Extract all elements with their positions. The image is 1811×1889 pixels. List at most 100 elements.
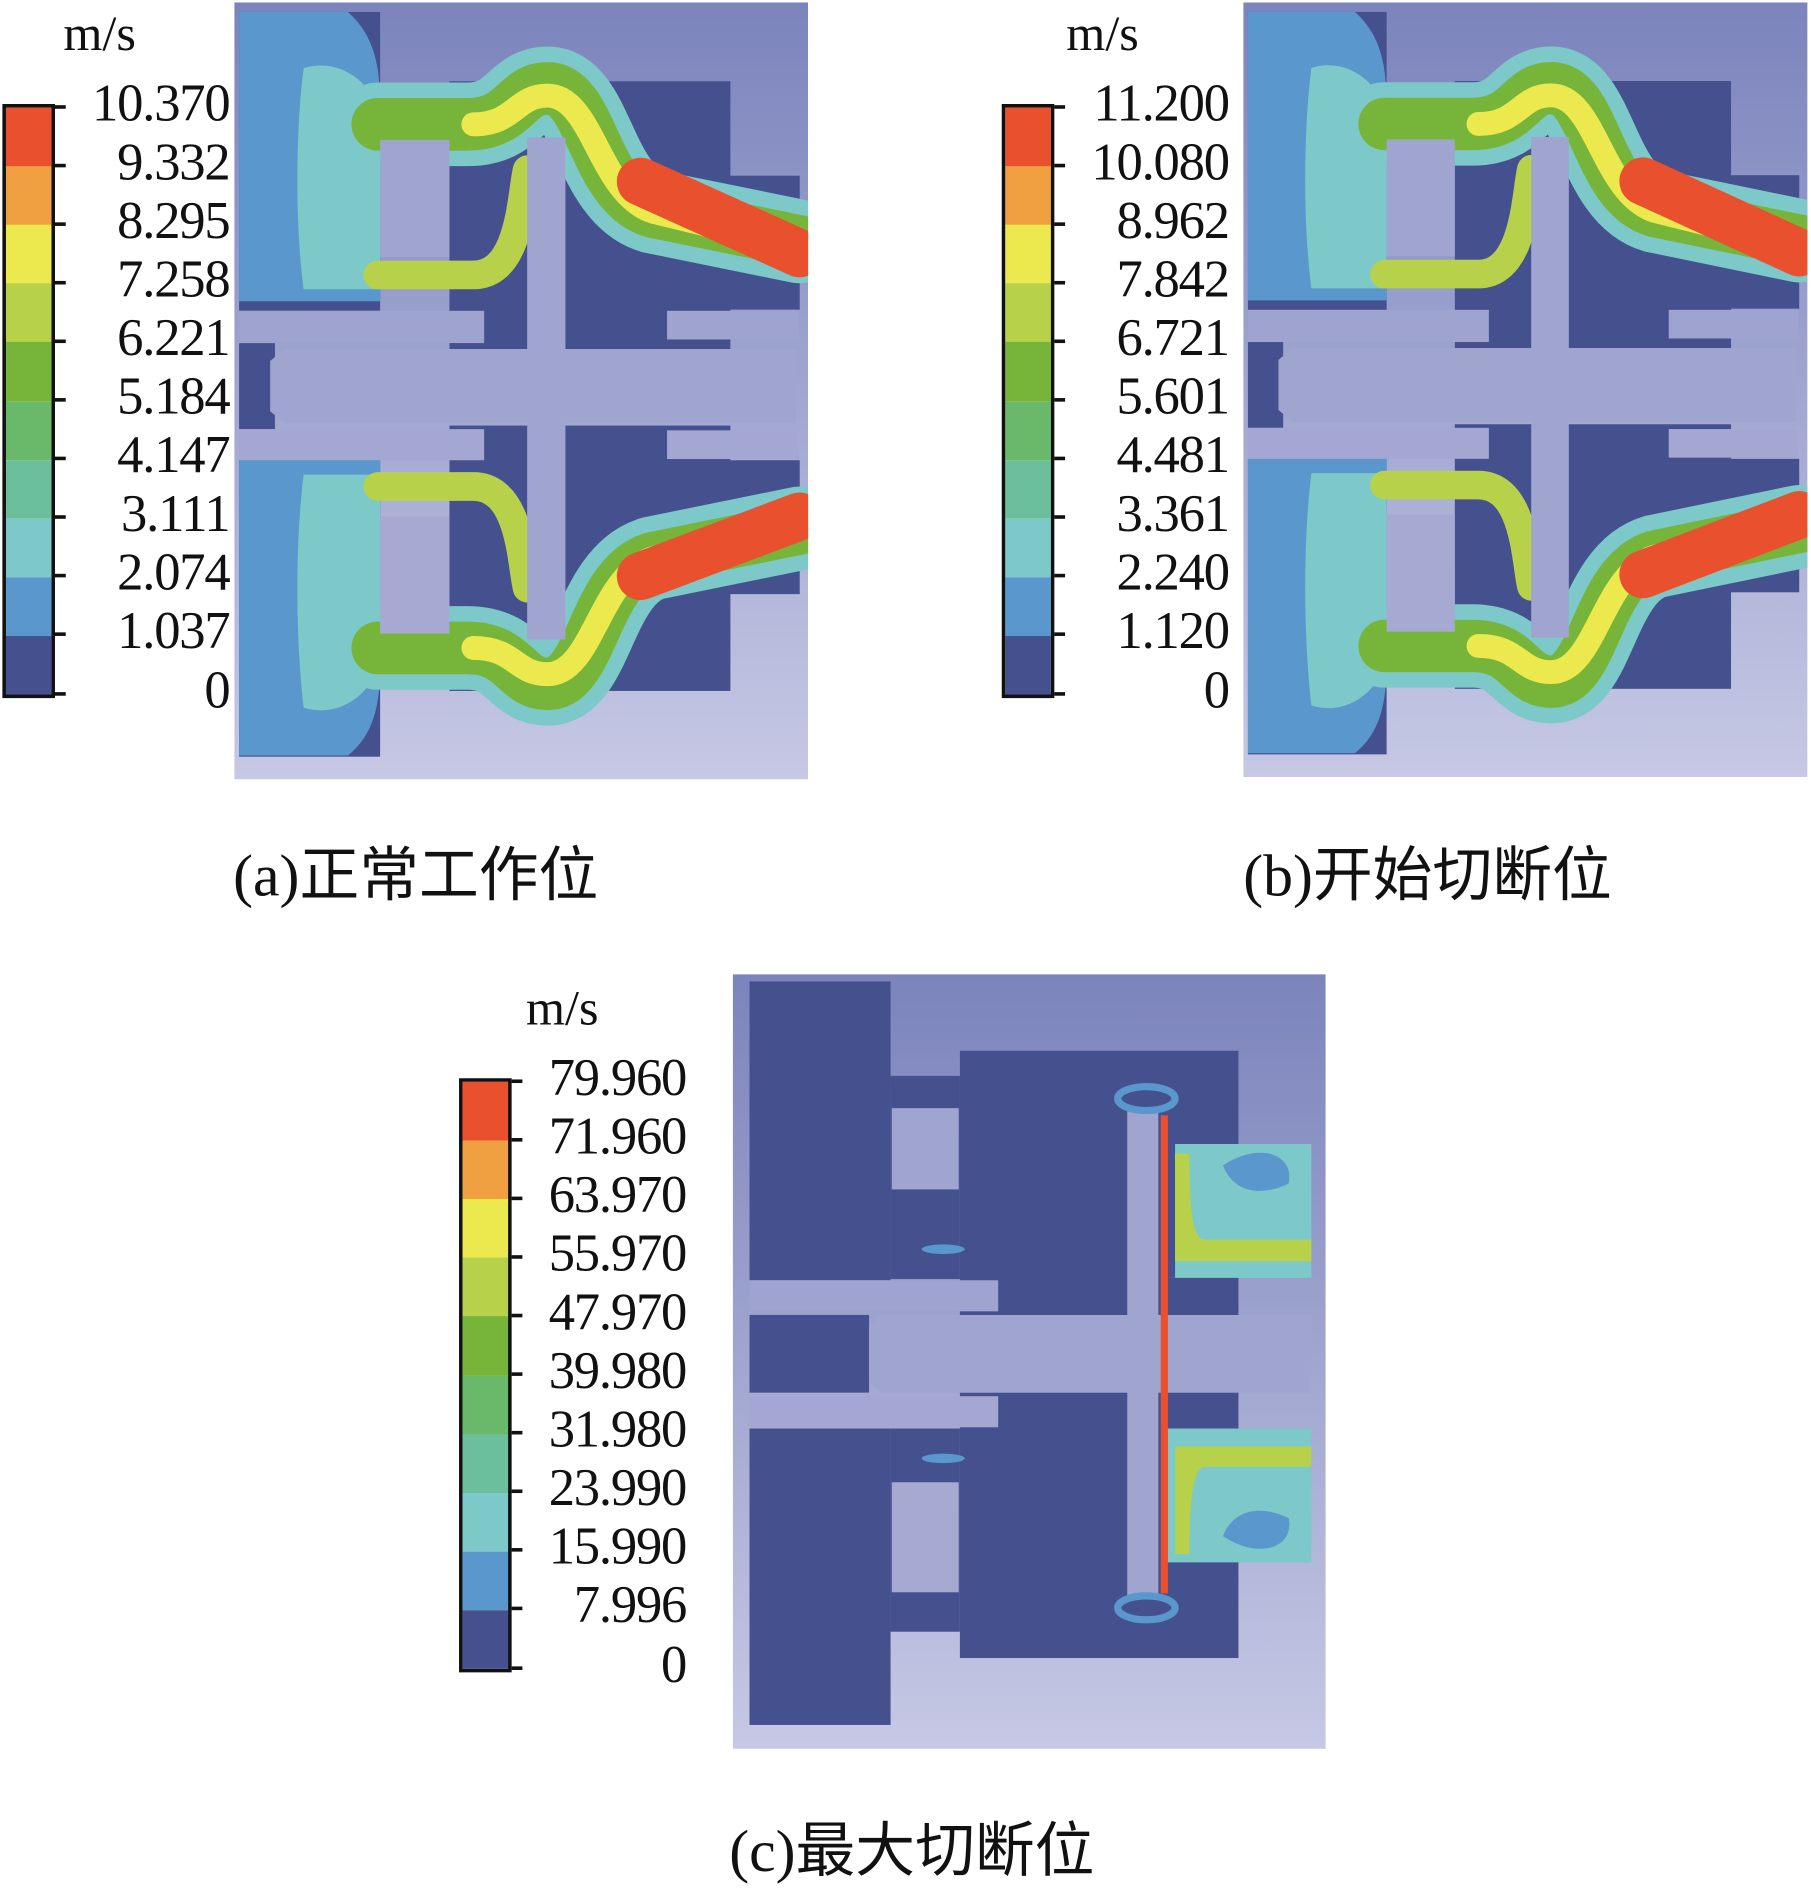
legend-band: [1005, 224, 1051, 285]
legend-band: [5, 518, 52, 578]
legend-tick: [511, 1665, 523, 1670]
legend-band: [462, 1610, 509, 1670]
color-legend-b: [1001, 103, 1055, 699]
legend-tick-label: 3.361: [1116, 484, 1231, 543]
legend-tick-label: 6.721: [1116, 308, 1231, 367]
legend-tick: [511, 1078, 523, 1083]
legend-tick-label: 0: [204, 660, 230, 720]
legend-tick-label: 31.980: [548, 1399, 688, 1459]
legend-tick: [1054, 574, 1066, 578]
legend-band: [462, 1375, 509, 1435]
legend-tick-label: 55.970: [548, 1223, 688, 1283]
legend-tick: [54, 691, 66, 696]
legend-tick-label: 5.601: [1116, 366, 1231, 426]
legend-band: [462, 1316, 509, 1376]
legend-tick: [1054, 515, 1066, 520]
legend-band: [1005, 107, 1051, 167]
legend-tick: [54, 163, 66, 167]
legend-band: [462, 1081, 509, 1142]
unit-label-a: m/s: [63, 7, 136, 63]
legend-tick: [54, 632, 66, 637]
legend-tick-label: 5.184: [117, 366, 231, 426]
legend-band: [1005, 635, 1051, 696]
legend-tick-label: 0: [1203, 660, 1230, 720]
legend-tick: [1054, 163, 1066, 167]
legend-tick: [1054, 339, 1066, 343]
legend-tick: [511, 1313, 523, 1318]
unit-label-b: m/s: [1066, 7, 1139, 63]
velocity-contour-a: [234, 2, 808, 779]
unit-label-c: m/s: [525, 981, 599, 1037]
legend-band: [5, 401, 52, 461]
legend-tick-label: 8.295: [117, 190, 231, 250]
legend-tick: [1054, 691, 1066, 696]
legend-tick-label: 7.996: [573, 1576, 688, 1635]
legend-tick: [54, 515, 66, 520]
legend-tick-label: 4.481: [1116, 425, 1231, 485]
legend-band: [1005, 283, 1051, 343]
legend-tick-label: 15.990: [548, 1517, 688, 1576]
legend-tick: [54, 456, 66, 461]
legend-band: [5, 283, 52, 343]
legend-tick: [54, 398, 66, 402]
velocity-contour-b: [1243, 2, 1807, 777]
legend-band: [5, 166, 52, 226]
color-legend-a: [2, 103, 55, 699]
legend-tick: [511, 1548, 523, 1552]
legend-tick-label: 2.074: [117, 543, 231, 602]
legend-tick-label: 4.147: [117, 425, 231, 485]
legend-tick-label: 11.200: [1093, 73, 1230, 133]
legend-band: [5, 224, 52, 285]
legend-band: [462, 1257, 509, 1318]
legend-band: [5, 635, 52, 696]
legend-band: [462, 1551, 509, 1611]
legend-band: [5, 459, 52, 520]
legend-tick-label: 1.120: [1116, 601, 1231, 661]
legend-tick-label: 2.240: [1116, 543, 1231, 602]
legend-tick: [511, 1254, 523, 1259]
legend-tick: [511, 1196, 523, 1200]
legend-tick-label: 3.111: [121, 484, 231, 543]
legend-band: [1005, 577, 1051, 637]
legend-tick: [511, 1607, 523, 1611]
legend-band: [1005, 166, 1051, 226]
legend-tick-label: 71.960: [548, 1106, 688, 1166]
legend-tick-label: 7.842: [1116, 249, 1231, 309]
legend-tick-label: 10.080: [1091, 132, 1230, 191]
caption-a: (a)正常工作位: [233, 841, 599, 909]
velocity-contour-c: [733, 974, 1326, 1749]
caption-c: (c)最大切断位: [729, 1817, 1095, 1884]
legend-tick-label: 9.332: [117, 132, 231, 191]
legend-tick-label: 7.258: [117, 249, 231, 309]
legend-tick-label: 8.962: [1116, 190, 1231, 250]
legend-band: [1005, 518, 1051, 578]
legend-tick-label: 1.037: [117, 601, 231, 661]
legend-tick: [54, 221, 66, 226]
legend-tick: [54, 104, 66, 109]
legend-tick: [54, 280, 66, 285]
legend-band: [462, 1140, 509, 1200]
legend-tick-label: 47.970: [548, 1282, 688, 1342]
legend-tick-label: 23.990: [548, 1458, 688, 1518]
legend-tick: [511, 1431, 523, 1435]
legend-tick: [511, 1137, 523, 1142]
legend-tick-label: 10.370: [92, 73, 231, 133]
legend-tick: [1054, 632, 1066, 637]
caption-b: (b)开始切断位: [1243, 841, 1612, 909]
legend-band: [1005, 459, 1051, 520]
legend-tick: [1054, 221, 1066, 226]
legend-tick-label: 39.980: [548, 1341, 688, 1400]
legend-band: [462, 1199, 509, 1259]
legend-band: [1005, 401, 1051, 461]
legend-tick: [54, 339, 66, 343]
legend-tick: [1054, 398, 1066, 402]
color-legend-c: [459, 1078, 512, 1673]
legend-tick: [511, 1489, 523, 1494]
legend-band: [462, 1433, 509, 1494]
legend-tick-label: 63.970: [548, 1165, 688, 1224]
legend-tick: [1054, 456, 1066, 461]
legend-band: [1005, 342, 1051, 402]
legend-tick: [511, 1372, 523, 1376]
legend-band: [462, 1492, 509, 1552]
legend-tick: [1054, 280, 1066, 285]
